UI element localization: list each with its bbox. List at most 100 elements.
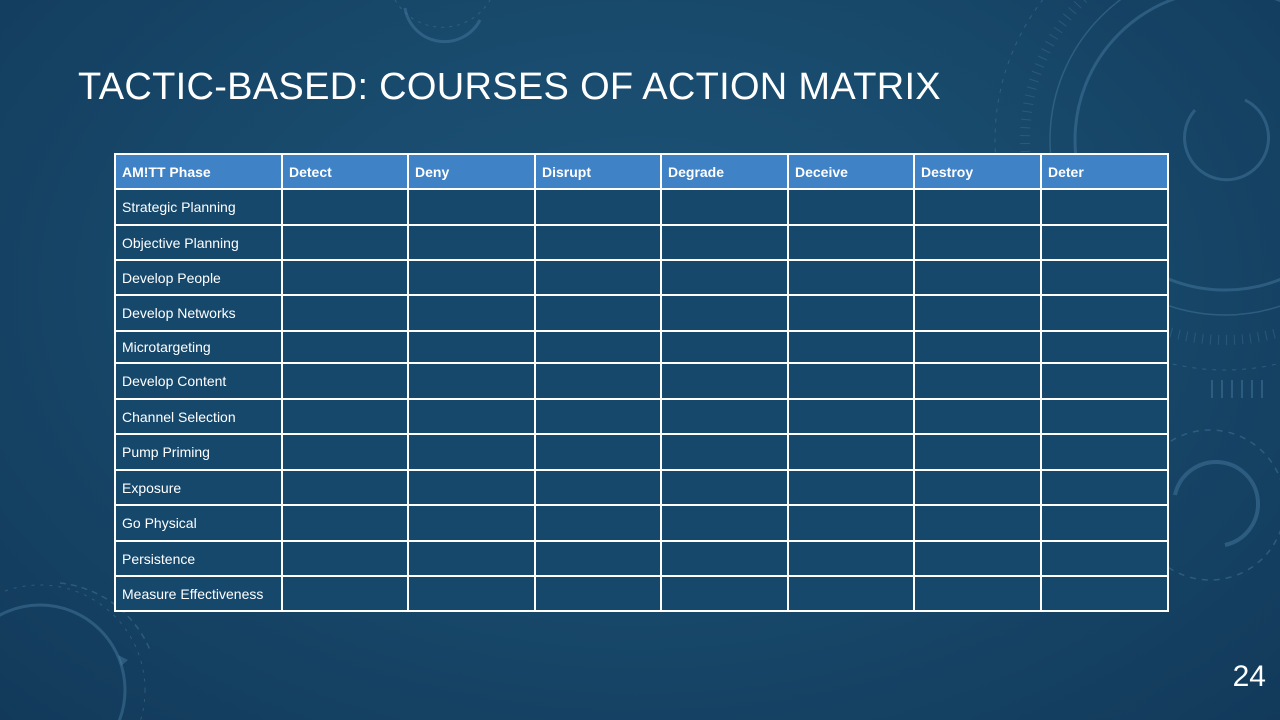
matrix-cell: [660, 398, 789, 435]
matrix-cell: [407, 188, 536, 226]
matrix-cell: [534, 224, 662, 261]
matrix-cell: [407, 362, 536, 400]
matrix-cell: [281, 469, 409, 506]
matrix-cell: [534, 362, 662, 400]
matrix-cell: [281, 362, 409, 400]
matrix-cell: [787, 398, 915, 435]
matrix-cell: [787, 224, 915, 261]
matrix-cell: [281, 330, 409, 364]
phase-cell: Strategic Planning: [114, 188, 283, 226]
matrix-cell: [913, 188, 1042, 226]
matrix-cell: [1040, 504, 1169, 542]
header-degrade: Degrade: [660, 153, 789, 190]
matrix-cell: [913, 433, 1042, 471]
matrix-cell: [407, 259, 536, 296]
matrix-cell: [1040, 433, 1169, 471]
matrix-cell: [1040, 398, 1169, 435]
table-row: Persistence: [114, 540, 1169, 577]
phase-cell: Channel Selection: [114, 398, 283, 435]
table-row: Pump Priming: [114, 433, 1169, 471]
matrix-cell: [913, 259, 1042, 296]
phase-cell: Microtargeting: [114, 330, 283, 364]
table-row: Channel Selection: [114, 398, 1169, 435]
table-row: Exposure: [114, 469, 1169, 506]
matrix-cell: [660, 294, 789, 332]
page-number: 24: [1232, 660, 1266, 693]
matrix-cell: [1040, 330, 1169, 364]
phase-cell: Develop Content: [114, 362, 283, 400]
phase-cell: Objective Planning: [114, 224, 283, 261]
matrix-cell: [787, 504, 915, 542]
table-row: Go Physical: [114, 504, 1169, 542]
courses-of-action-matrix: AM!TT Phase Detect Deny Disrupt Degrade …: [114, 153, 1169, 612]
matrix-cell: [407, 469, 536, 506]
matrix-cell: [660, 362, 789, 400]
matrix-cell: [660, 224, 789, 261]
matrix-cell: [534, 398, 662, 435]
matrix-cell: [407, 433, 536, 471]
slide-title: TACTIC-BASED: COURSES OF ACTION MATRIX: [78, 66, 941, 108]
matrix-cell: [913, 469, 1042, 506]
matrix-cell: [1040, 294, 1169, 332]
matrix-cell: [913, 504, 1042, 542]
table-row: Measure Effectiveness: [114, 575, 1169, 612]
matrix-cell: [281, 398, 409, 435]
matrix-cell: [281, 575, 409, 612]
header-row: AM!TT Phase Detect Deny Disrupt Degrade …: [114, 153, 1169, 190]
table-row: Objective Planning: [114, 224, 1169, 261]
matrix-cell: [407, 575, 536, 612]
matrix-cell: [407, 398, 536, 435]
matrix-cell: [660, 330, 789, 364]
matrix-cell: [281, 224, 409, 261]
matrix-cell: [407, 224, 536, 261]
matrix-cell: [787, 259, 915, 296]
matrix-cell: [534, 330, 662, 364]
matrix-cell: [787, 362, 915, 400]
matrix-cell: [660, 540, 789, 577]
matrix-cell: [407, 294, 536, 332]
header-phase: AM!TT Phase: [114, 153, 283, 190]
matrix-cell: [660, 575, 789, 612]
matrix-cell: [534, 294, 662, 332]
matrix-cell: [534, 575, 662, 612]
matrix-cell: [534, 504, 662, 542]
matrix-cell: [1040, 259, 1169, 296]
phase-cell: Go Physical: [114, 504, 283, 542]
header-detect: Detect: [281, 153, 409, 190]
matrix-cell: [534, 540, 662, 577]
matrix-cell: [1040, 575, 1169, 612]
header-deter: Deter: [1040, 153, 1169, 190]
matrix-cell: [787, 330, 915, 364]
matrix-cell: [281, 504, 409, 542]
phase-cell: Pump Priming: [114, 433, 283, 471]
matrix-cell: [660, 504, 789, 542]
matrix-cell: [1040, 362, 1169, 400]
matrix-cell: [407, 330, 536, 364]
table-row: Develop People: [114, 259, 1169, 296]
table-row: Strategic Planning: [114, 188, 1169, 226]
header-deny: Deny: [407, 153, 536, 190]
phase-cell: Persistence: [114, 540, 283, 577]
matrix-cell: [407, 504, 536, 542]
matrix-cell: [913, 294, 1042, 332]
table-row: Develop Networks: [114, 294, 1169, 332]
matrix-cell: [281, 188, 409, 226]
header-destroy: Destroy: [913, 153, 1042, 190]
matrix-cell: [281, 540, 409, 577]
matrix-cell: [787, 575, 915, 612]
matrix-cell: [534, 259, 662, 296]
matrix-cell: [1040, 188, 1169, 226]
matrix-cell: [913, 575, 1042, 612]
matrix-cell: [1040, 540, 1169, 577]
matrix-cell: [787, 469, 915, 506]
phase-cell: Measure Effectiveness: [114, 575, 283, 612]
matrix-cell: [787, 188, 915, 226]
matrix-cell: [534, 188, 662, 226]
matrix-cell: [660, 188, 789, 226]
table-row: Develop Content: [114, 362, 1169, 400]
matrix-cell: [281, 294, 409, 332]
matrix-cell: [1040, 224, 1169, 261]
phase-cell: Develop Networks: [114, 294, 283, 332]
matrix-cell: [913, 540, 1042, 577]
matrix-cell: [534, 469, 662, 506]
